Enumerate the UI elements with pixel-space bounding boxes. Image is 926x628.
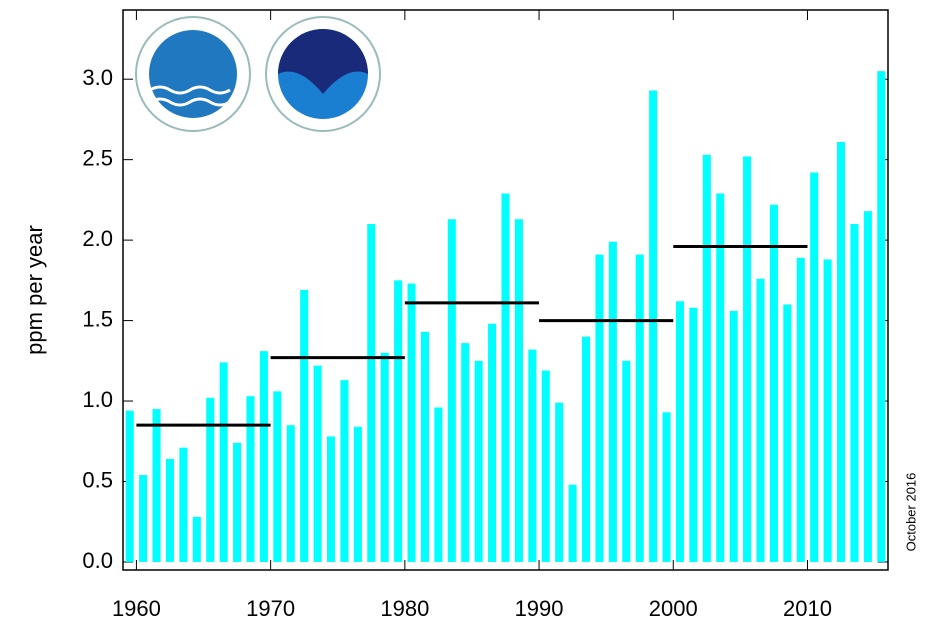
bar [729,310,738,562]
bar [447,219,456,562]
bar [206,397,215,562]
bar [783,304,792,562]
waves [149,85,231,107]
bar [649,90,658,562]
bar [582,336,591,562]
bar [541,370,550,562]
bar [716,193,725,562]
bar [675,301,684,562]
y-tick-label: 0.0 [82,548,113,573]
bar [340,380,349,562]
bar [756,278,765,562]
bar [192,516,201,562]
x-tick-label: 2010 [783,596,832,621]
bar [528,349,537,562]
bar [420,331,429,562]
bar [769,204,778,562]
x-tick-label: 1990 [515,596,564,621]
bar [219,362,228,562]
bar [300,290,309,562]
bar [286,425,295,562]
y-axis-label: ppm per year [22,225,47,355]
y-tick-label: 3.0 [82,65,113,90]
bar [823,259,832,562]
bar [568,484,577,562]
bar [635,254,644,562]
bar [313,365,322,562]
y-tick-label: 2.5 [82,145,113,170]
bar [810,172,819,562]
bar [407,283,416,562]
x-tick-label: 1970 [246,596,295,621]
bar [501,193,510,562]
bar [863,211,872,562]
bar [850,224,859,562]
bar [743,156,752,562]
bar [273,391,282,562]
bar [353,426,362,562]
bar [179,447,188,562]
bar [837,141,846,562]
logos [135,16,381,132]
bar [877,71,886,562]
bar [259,351,268,562]
bar [327,436,336,562]
bar [380,352,389,562]
bar [367,224,376,562]
bar [796,257,805,562]
bar [608,241,617,562]
bar [434,407,443,562]
bar [488,323,497,562]
x-tick-label: 1980 [380,596,429,621]
bar [139,475,148,562]
bar [595,254,604,562]
noaa-bird [278,29,368,94]
bar [689,307,698,562]
bar [662,412,671,562]
bar [555,402,564,562]
y-tick-label: 1.5 [82,306,113,331]
plot-frame [122,9,889,571]
bar [165,458,174,562]
date-note: October 2016 [903,473,918,552]
bar [125,410,134,562]
bar [622,360,631,562]
x-tick-label: 2000 [649,596,698,621]
bar [246,396,255,562]
bar [233,442,242,562]
x-tick-label: 1960 [112,596,161,621]
y-tick-label: 0.5 [82,467,113,492]
bar [702,154,711,562]
bar [394,280,403,562]
bar [152,409,161,562]
bar [474,360,483,562]
bar [461,343,470,562]
y-tick-label: 2.0 [82,226,113,251]
scripps-logo-inner [149,30,237,118]
bar [514,219,523,562]
y-tick-label: 1.0 [82,387,113,412]
